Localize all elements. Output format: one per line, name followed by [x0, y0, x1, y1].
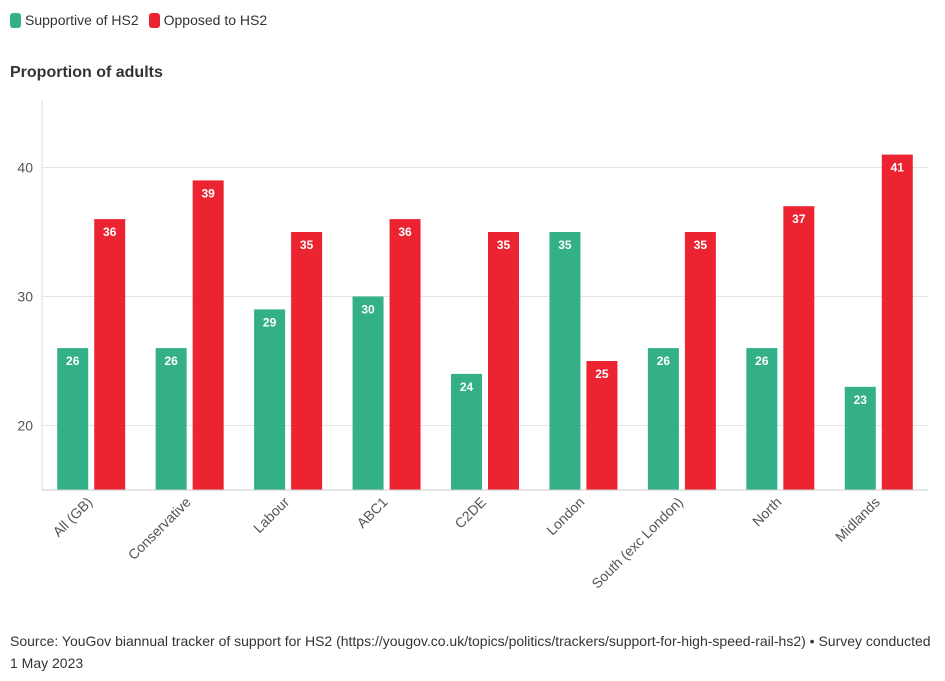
- data-label-supportive: 26: [66, 354, 80, 368]
- legend-item-supportive[interactable]: Supportive of HS2: [10, 12, 139, 28]
- y-tick-label: 30: [17, 289, 33, 305]
- legend-item-opposed[interactable]: Opposed to HS2: [148, 12, 268, 28]
- bar-supportive: [549, 232, 581, 490]
- x-tick-label: All (GB): [49, 494, 95, 540]
- x-tick-label: C2DE: [451, 494, 489, 532]
- x-tick-label: London: [543, 494, 587, 538]
- data-label-opposed: 25: [595, 367, 609, 381]
- legend: Supportive of HS2 Opposed to HS2: [10, 12, 277, 28]
- data-label-supportive: 35: [558, 238, 572, 252]
- data-label-supportive: 24: [460, 380, 474, 394]
- data-label-supportive: 26: [164, 354, 178, 368]
- y-tick-label: 40: [17, 160, 33, 176]
- legend-swatch-supportive: [10, 12, 21, 28]
- bar-supportive: [844, 386, 876, 490]
- bar-supportive: [254, 309, 286, 490]
- data-label-supportive: 26: [657, 354, 671, 368]
- bar-opposed: [94, 219, 126, 490]
- data-label-opposed: 41: [891, 161, 905, 175]
- source-note: Source: YouGov biannual tracker of suppo…: [10, 633, 931, 671]
- bar-opposed: [881, 154, 913, 490]
- bar-opposed: [586, 361, 618, 490]
- bar-opposed: [291, 232, 323, 490]
- data-label-supportive: 26: [755, 354, 769, 368]
- bar-opposed: [192, 180, 224, 490]
- bar-supportive: [352, 296, 384, 490]
- bar-opposed: [488, 232, 519, 490]
- x-tick-label: North: [749, 494, 785, 530]
- y-tick-label: 20: [17, 418, 33, 434]
- data-label-opposed: 35: [694, 238, 708, 252]
- data-label-opposed: 39: [201, 186, 215, 200]
- bar-opposed: [389, 219, 421, 490]
- bar-supportive: [155, 348, 187, 490]
- data-label-opposed: 37: [792, 212, 806, 226]
- data-label-opposed: 36: [103, 225, 117, 239]
- bar-supportive: [647, 348, 679, 490]
- legend-label-opposed: Opposed to HS2: [163, 12, 268, 28]
- y-axis-title: Proportion of adults: [10, 64, 163, 81]
- data-label-supportive: 23: [854, 393, 868, 407]
- data-label-supportive: 29: [263, 315, 277, 329]
- x-tick-label: Midlands: [832, 494, 883, 545]
- x-tick-label: ABC1: [353, 494, 390, 531]
- bar-opposed: [684, 232, 716, 490]
- legend-label-supportive: Supportive of HS2: [25, 12, 139, 28]
- bar-opposed: [783, 206, 815, 490]
- data-label-opposed: 35: [497, 238, 511, 252]
- data-label-opposed: 35: [300, 238, 314, 252]
- bar-chart: 20 30 40 26 36 All (GB) 26 39 Conservative 29 35 La…: [17, 100, 928, 592]
- x-tick-label: Labour: [250, 494, 292, 536]
- data-label-opposed: 36: [398, 225, 412, 239]
- bar-supportive: [451, 373, 482, 490]
- legend-swatch-opposed: [148, 12, 160, 28]
- bar-supportive: [746, 348, 778, 490]
- bar-supportive: [57, 348, 89, 490]
- data-label-supportive: 30: [361, 303, 375, 317]
- x-tick-label: Conservative: [125, 494, 194, 563]
- x-tick-label: South (exc London): [588, 494, 686, 592]
